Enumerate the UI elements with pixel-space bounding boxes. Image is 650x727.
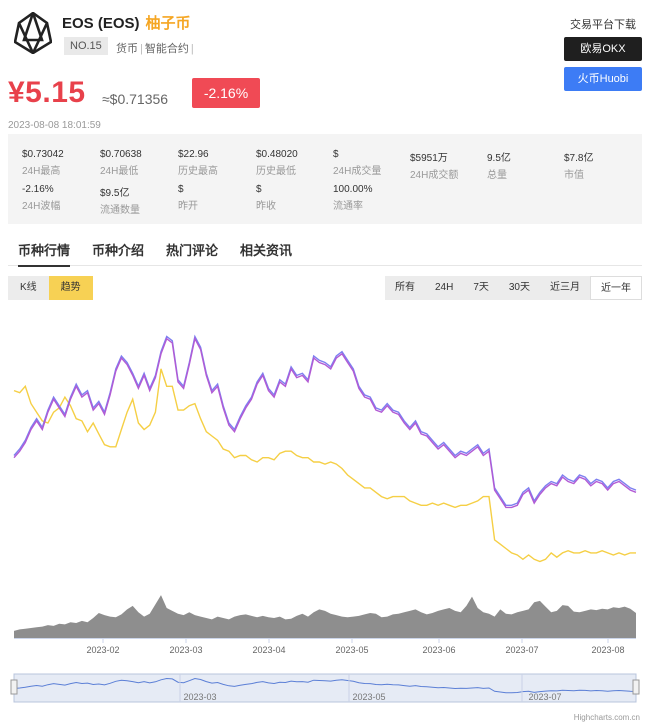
coin-tags: 货币 | 智能合约 | [116, 43, 194, 55]
coin-name-en: EOS (EOS) [62, 15, 140, 32]
stat-24h-low: $0.70638 24H最低 [100, 149, 142, 177]
stat-market-cap: $7.8亿 市值 [564, 153, 594, 181]
tab-intro[interactable]: 币种介绍 [92, 243, 145, 258]
market-stats-panel: $0.73042 24H最高 $0.70638 24H最低 $22.96 历史最高 $… [8, 134, 642, 224]
coin-tabs: 币种行情 币种介绍 热门评论 相关资讯 [8, 236, 642, 267]
price-line-yellow [13, 368, 636, 563]
stat-circulation-rate: 100.00% 流通率 [333, 184, 373, 212]
coin-title: EOS (EOS) 柚子币 [62, 12, 191, 33]
navigator-series [13, 677, 637, 694]
stat-24h-turnover: $5951万 24H成交额 [410, 153, 459, 181]
price-trend-chart[interactable]: 2023-02 2023-03 2023-04 2023-05 2023-06 2023-… [0, 300, 650, 712]
current-price: ¥5.15 [8, 76, 86, 109]
stat-prev-close: $ 昨收 [256, 184, 276, 212]
x-tick-label: 2023-07 [505, 645, 538, 655]
price-timestamp: 2023-08-08 18:01:59 [8, 120, 101, 131]
stat-24h-high: $0.73042 24H最高 [22, 149, 64, 177]
range-all[interactable]: 所有 [394, 282, 415, 293]
price-line-blue [13, 334, 637, 506]
x-tick-label: 2023-03 [169, 645, 202, 655]
tab-market[interactable]: 币种行情 [18, 240, 71, 267]
stat-total-supply: 9.5亿 总量 [487, 153, 511, 181]
x-tick-label: 2023-08 [591, 645, 624, 655]
huobi-download-button[interactable]: 火币Huobi [564, 67, 642, 91]
range-1y[interactable]: 近一年 [590, 276, 642, 300]
range-7d[interactable]: 7天 [473, 282, 489, 293]
x-tick-label: 2023-05 [335, 645, 368, 655]
okx-download-button[interactable]: 欧易OKX [564, 37, 642, 61]
navigator-tick-label: 2023-07 [528, 692, 561, 702]
tag-currency[interactable]: 货币 [116, 43, 138, 55]
x-tick-label: 2023-04 [252, 645, 285, 655]
trend-button[interactable]: 趋势 [48, 276, 93, 300]
range-24h[interactable]: 24H [434, 282, 454, 293]
x-tick-label: 2023-06 [422, 645, 455, 655]
range-3m[interactable]: 近三月 [550, 282, 580, 293]
stat-atl: $0.48020 历史最低 [256, 149, 298, 177]
volume-area [14, 595, 636, 638]
coin-name-cn: 柚子币 [145, 15, 191, 32]
navigator-tick-label: 2023-03 [183, 692, 216, 702]
eos-logo-icon [14, 12, 52, 54]
x-tick-label: 2023-02 [86, 645, 119, 655]
coin-header: EOS (EOS) 柚子币 NO.15 货币 | 智能合约 | ¥5.15 ≈$0.71… [0, 0, 650, 135]
highcharts-credit[interactable]: Highcharts.com.cn [573, 713, 640, 722]
stat-circulating: $9.5亿 流通数量 [100, 188, 140, 216]
price-change-badge: -2.16% [192, 78, 260, 108]
exchange-download-title: 交易平台下载 [570, 19, 636, 31]
usd-price: ≈$0.71356 [102, 91, 169, 107]
chart-type-toggle: K线 趋势 [8, 276, 93, 300]
navigator-tick-label: 2023-05 [352, 692, 385, 702]
tab-comments[interactable]: 热门评论 [166, 243, 219, 258]
stat-24h-amplitude: -2.16% 24H波幅 [22, 184, 61, 212]
price-line-purple [13, 336, 637, 509]
stat-24h-volume: $24H成交量 [333, 149, 382, 177]
tab-news[interactable]: 相关资讯 [240, 243, 293, 258]
kline-button[interactable]: K线 [8, 276, 49, 300]
stat-prev-open: $ 昨开 [178, 184, 198, 212]
navigator-handle-left[interactable] [10, 679, 18, 695]
range-30d[interactable]: 30天 [508, 282, 530, 293]
rank-badge: NO.15 [64, 37, 108, 55]
tag-smart-contract[interactable]: 智能合约 [144, 43, 189, 55]
navigator-handle-right[interactable] [632, 679, 640, 695]
time-range-selector: 所有 24H 7天 30天 近三月 近一年 [384, 276, 642, 300]
stat-ath: $22.96 历史最高 [178, 149, 218, 177]
